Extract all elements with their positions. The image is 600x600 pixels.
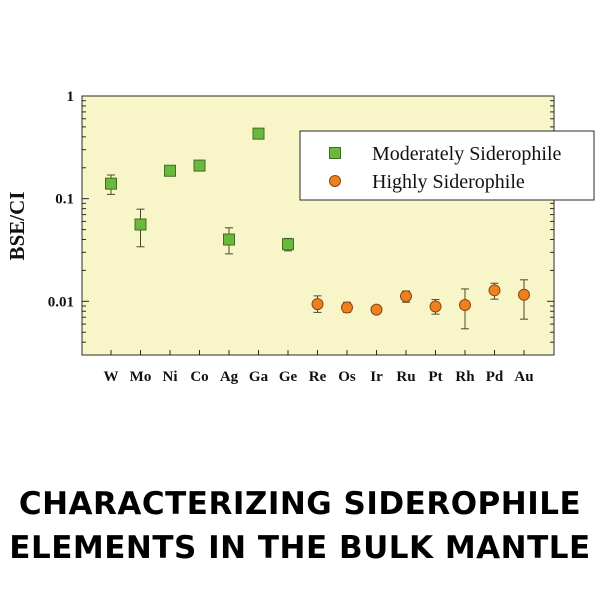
data-point-circle-au: [518, 288, 530, 301]
x-tick-label-os: Os: [338, 369, 356, 385]
x-tick-label-ge: Ge: [279, 369, 298, 385]
data-point-circle-ru: [400, 290, 412, 303]
x-tick-label-w: W: [104, 369, 119, 385]
x-axis: W Mo Ni Co Ag Ga Ge Re Os Ir Ru Pt Rh Pd Au: [104, 350, 534, 385]
legend: Moderately Siderophile Highly Siderophile: [299, 130, 595, 201]
legend-box: [299, 130, 595, 201]
x-tick-label-ga: Ga: [249, 369, 269, 385]
x-tick-label-co: Co: [190, 369, 208, 385]
data-point-circle-os: [341, 301, 353, 314]
data-point-square-ni: [164, 164, 176, 177]
x-tick-label-mo: Mo: [130, 369, 152, 385]
y-tick-label: 0.1: [55, 192, 74, 208]
legend-label-highly-siderophile: Highly Siderophile: [372, 171, 525, 193]
y-tick-label: 1: [67, 89, 75, 105]
data-point-square-ag: [223, 233, 235, 246]
caption-line-2: ELEMENTS IN THE BULK MANTLE: [9, 530, 591, 566]
data-point-square-w: [105, 177, 117, 190]
data-point-circle-pt: [429, 300, 442, 313]
y-tick-label: 0.01: [48, 294, 74, 310]
data-marks: [105, 127, 530, 330]
x-tick-label-au: Au: [514, 369, 533, 385]
data-point-square-ga: [252, 127, 265, 140]
data-point-circle-pd: [488, 284, 501, 297]
data-point-circle-ir: [370, 303, 383, 316]
x-tick-label-re: Re: [309, 369, 327, 385]
x-tick-label-ir: Ir: [370, 369, 383, 385]
x-tick-label-ni: Ni: [163, 369, 178, 385]
x-tick-label-rh: Rh: [455, 369, 475, 385]
legend-marker-circle: [329, 175, 341, 187]
data-point-square-co: [193, 159, 206, 172]
x-tick-label-pt: Pt: [428, 369, 442, 385]
legend-marker-square: [329, 147, 341, 159]
y-axis-label: BSE/CI: [5, 192, 29, 261]
x-tick-label-ag: Ag: [220, 369, 239, 385]
data-point-square-ge: [282, 238, 294, 251]
data-point-circle-re: [311, 298, 324, 311]
x-tick-label-ru: Ru: [396, 369, 415, 385]
data-point-square-mo: [134, 218, 147, 231]
siderophile-chart: 1 0.1 0.01 W Mo Ni Co Ag Ga Ge Re Os Ir Ru Pt Rh Pd Au B…: [5, 89, 595, 385]
legend-label-moderately-siderophile: Moderately Siderophile: [372, 143, 562, 165]
caption-line-1: CHARACTERIZING SIDEROPHILE: [18, 486, 582, 522]
data-point-circle-rh: [459, 299, 471, 312]
x-tick-label-pd: Pd: [486, 369, 504, 385]
